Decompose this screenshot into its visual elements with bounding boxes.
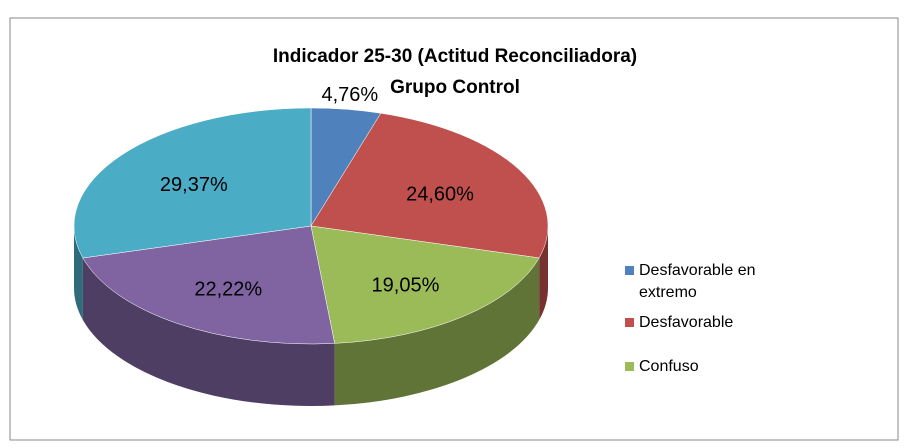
data-label: 24,60% (406, 183, 474, 205)
data-label: 22,22% (194, 279, 262, 301)
data-label: 19,05% (372, 274, 440, 296)
chart-subtitle: Grupo Control (390, 77, 520, 98)
chart-title: Indicador 25-30 (Actitud Reconciliadora) (273, 46, 637, 67)
slice-side (82, 257, 335, 407)
slice (82, 225, 335, 345)
legend-item: Desfavorable en extremo (625, 260, 795, 304)
data-label: 4,76% (321, 84, 378, 106)
data-label: 29,37% (160, 174, 228, 196)
slice-side (334, 257, 540, 406)
slice (310, 225, 540, 344)
legend-swatch (625, 318, 634, 327)
slice (310, 112, 549, 259)
legend-swatch (625, 362, 634, 371)
slice-side (74, 226, 83, 320)
legend-label: Confuso (639, 358, 699, 375)
legend-item: Desfavorable (625, 312, 795, 334)
slice-side (539, 226, 548, 320)
legend-swatch (625, 266, 634, 275)
legend-label: Desfavorable en extremo (639, 262, 756, 301)
legend-item: Confuso (625, 356, 795, 378)
slice (73, 107, 312, 259)
legend-label: Desfavorable (639, 314, 734, 331)
